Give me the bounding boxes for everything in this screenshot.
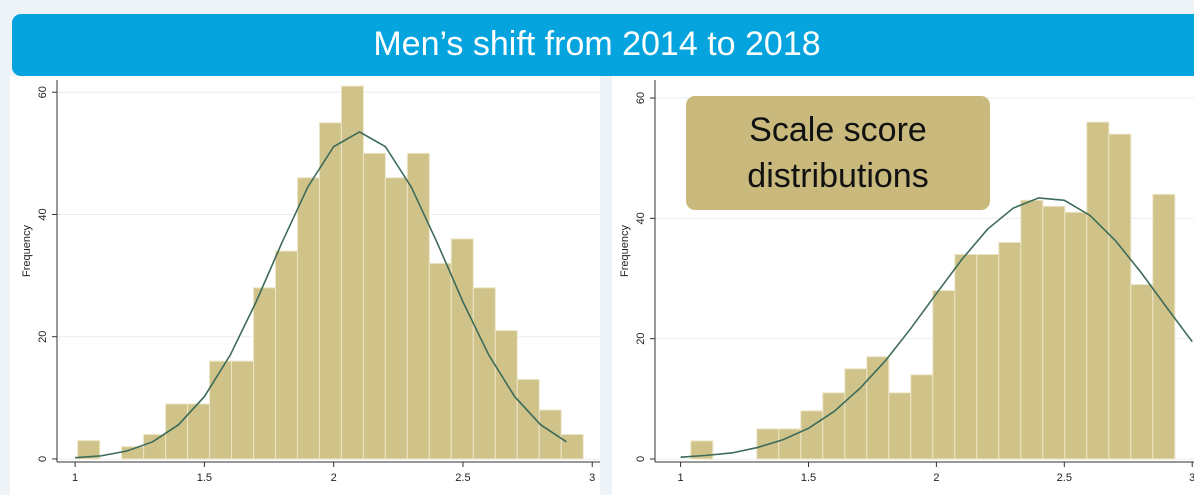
x-tick-label: 2.5 — [455, 472, 470, 484]
y-tick-label: 40 — [635, 212, 647, 224]
x-tick-label: 2 — [933, 472, 939, 484]
histogram-bar — [209, 360, 233, 460]
x-tick-label: 2 — [331, 472, 337, 484]
x-tick-label: 1 — [72, 472, 78, 484]
y-tick-label: 60 — [37, 86, 49, 98]
histogram-bar — [1086, 121, 1110, 460]
histogram-bar — [888, 392, 912, 460]
y-tick-label: 40 — [37, 208, 49, 220]
histogram-bar — [362, 152, 386, 460]
histogram-bar — [231, 360, 255, 460]
y-tick-label: 0 — [37, 456, 49, 462]
title-bar — [12, 14, 1194, 76]
histogram-bar — [143, 433, 167, 460]
x-tick-label: 1 — [678, 472, 684, 484]
histogram-bar — [428, 262, 452, 460]
normal-curve — [75, 131, 567, 459]
histogram-bar — [296, 177, 320, 460]
histogram-bar — [910, 374, 934, 460]
histogram-bar — [77, 440, 101, 460]
x-tick-label: 2.5 — [1057, 472, 1072, 484]
y-tick-label: 0 — [635, 456, 647, 462]
histogram-bar — [274, 250, 298, 460]
y-tick-label: 20 — [37, 331, 49, 343]
normal-curve — [680, 197, 1193, 458]
histogram-bar — [1020, 199, 1044, 460]
x-tick-label: 1.5 — [197, 472, 212, 484]
y-axis-title: Frequency — [21, 225, 33, 277]
x-tick-label: 3 — [589, 472, 595, 484]
plot-area — [680, 121, 1193, 460]
chart: 0 20 40 60 1 1.5 2 2.5 3 Frequency — [21, 80, 600, 484]
slide-title: Men’s shift from 2014 to 2018 — [373, 25, 820, 63]
annotation-line: Scale score — [749, 111, 927, 149]
histogram-bar — [253, 287, 276, 460]
histogram-bar — [866, 356, 890, 460]
histogram-bar — [560, 433, 584, 460]
histogram-bar — [318, 122, 342, 460]
histogram-bar — [450, 238, 474, 460]
y-tick-label: 60 — [635, 92, 647, 104]
histogram-bar — [1130, 284, 1154, 460]
annotation-box — [686, 96, 990, 210]
histogram-bar — [1064, 211, 1088, 460]
x-tick-label: 3 — [1189, 472, 1194, 484]
annotation-line: distributions — [747, 157, 928, 195]
histogram-bar — [822, 392, 846, 460]
y-tick-label: 20 — [635, 333, 647, 345]
histogram-bar — [340, 85, 364, 460]
histogram-bar — [1152, 193, 1176, 460]
x-tick-label: 1.5 — [801, 472, 816, 484]
histogram-bar — [932, 290, 956, 460]
plot-area — [75, 85, 584, 460]
histogram-bar — [1042, 205, 1066, 460]
histogram-bar — [954, 253, 978, 460]
histogram-bar — [406, 152, 430, 460]
histogram-bar — [384, 177, 408, 460]
histogram-bar — [998, 241, 1022, 460]
histogram-bar — [800, 410, 824, 460]
plots: 0 20 40 60 1 1.5 2 2.5 3 Frequency 0 20 40 60 1 1.5 2 2.5… — [21, 80, 1194, 484]
histogram-bar — [472, 287, 496, 460]
histogram-bar — [976, 253, 1000, 460]
histogram-bar — [1108, 133, 1132, 460]
histogram-bar — [538, 409, 562, 460]
histogram-bar — [844, 368, 868, 460]
y-axis-title: Frequency — [619, 225, 631, 277]
chart: 0 20 40 60 1 1.5 2 2.5 3 Frequency — [619, 80, 1194, 484]
